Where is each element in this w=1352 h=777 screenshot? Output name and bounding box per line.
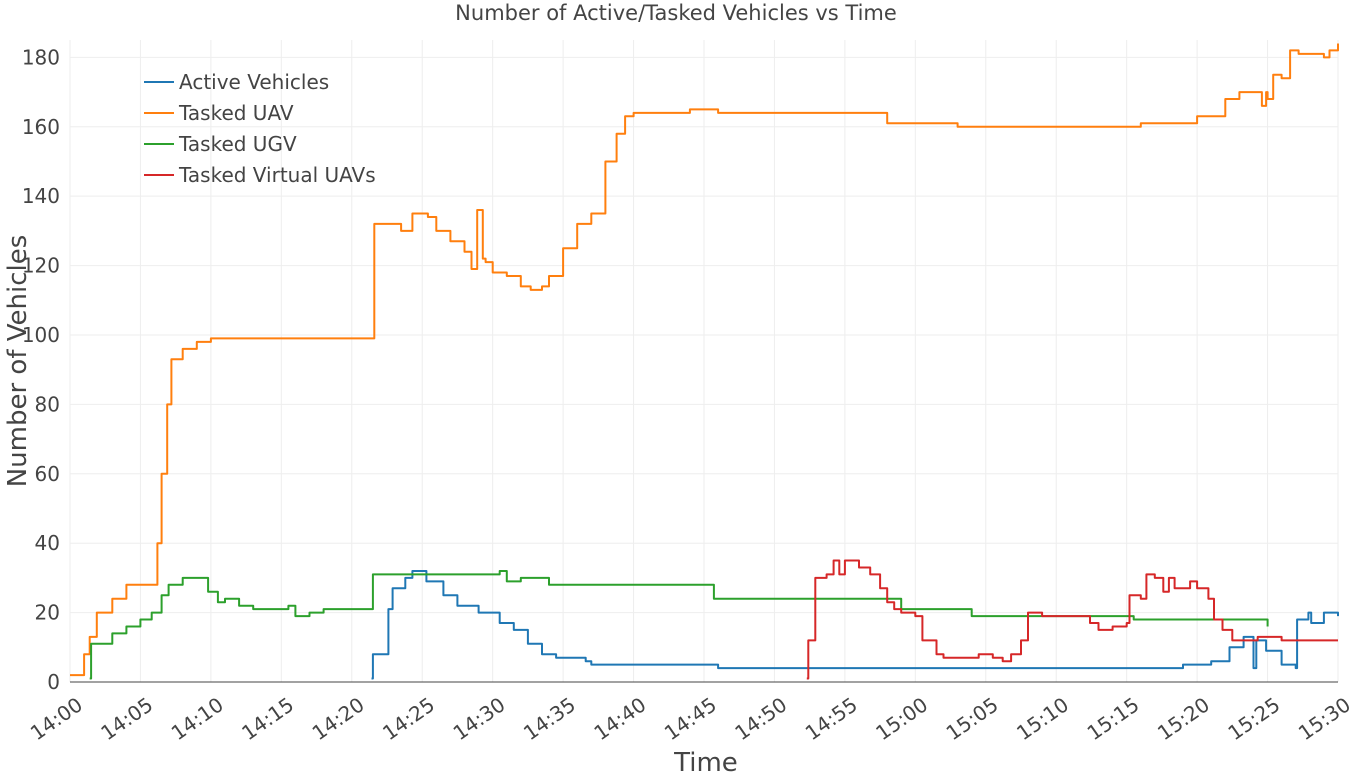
x-tick-label: 14:35 — [519, 692, 580, 745]
y-tick-label: 40 — [35, 531, 60, 555]
chart-title: Number of Active/Tasked Vehicles vs Time — [455, 1, 897, 25]
x-tick-label: 14:50 — [730, 692, 791, 745]
x-tick-label: 14:30 — [449, 692, 510, 745]
y-axis-title: Number of Vehicles — [3, 235, 33, 488]
y-tick-label: 160 — [22, 115, 60, 139]
x-axis-ticks: 14:00 14:05 14:10 14:15 14:20 14:25 14:30 14:35… — [26, 692, 1352, 745]
legend-label: Tasked Virtual UAVs — [178, 163, 376, 187]
legend-label: Tasked UAV — [178, 101, 294, 125]
legend: Active Vehicles Tasked UAV Tasked UGV Taske… — [144, 70, 376, 187]
series-line — [89, 570, 1269, 680]
y-tick-label: 0 — [47, 670, 60, 694]
x-axis-title: Time — [673, 748, 738, 777]
x-tick-label: 14:05 — [96, 692, 157, 745]
x-tick-label: 14:00 — [26, 692, 87, 745]
series-line — [70, 43, 1339, 677]
x-tick-label: 14:15 — [237, 692, 298, 745]
x-tick-label: 15:10 — [1012, 692, 1073, 745]
series-line — [806, 559, 1338, 680]
y-tick-label: 100 — [22, 323, 60, 347]
x-tick-label: 14:55 — [801, 692, 862, 745]
series-line — [371, 570, 1339, 680]
plot-area — [70, 43, 1339, 680]
y-tick-label: 80 — [35, 392, 60, 416]
x-tick-label: 14:40 — [589, 692, 650, 745]
x-tick-label: 15:05 — [942, 692, 1003, 745]
y-tick-label: 60 — [35, 462, 60, 486]
grid — [69, 40, 1339, 683]
x-tick-label: 14:10 — [167, 692, 228, 745]
legend-label: Active Vehicles — [179, 70, 329, 94]
x-tick-label: 15:25 — [1223, 692, 1284, 745]
y-tick-label: 180 — [22, 45, 60, 69]
x-tick-label: 14:45 — [660, 692, 721, 745]
legend-label: Tasked UGV — [178, 132, 297, 156]
x-tick-label: 15:30 — [1294, 692, 1352, 745]
x-tick-label: 15:15 — [1083, 692, 1144, 745]
y-tick-label: 140 — [22, 184, 60, 208]
y-tick-label: 120 — [22, 254, 60, 278]
y-axis-ticks: 0 20 40 60 80 100 120 140 160 180 — [22, 45, 60, 694]
x-tick-label: 14:25 — [378, 692, 439, 745]
x-tick-label: 14:20 — [308, 692, 369, 745]
x-tick-label: 15:20 — [1153, 692, 1214, 745]
x-tick-label: 15:00 — [871, 692, 932, 745]
y-tick-label: 20 — [35, 601, 60, 625]
